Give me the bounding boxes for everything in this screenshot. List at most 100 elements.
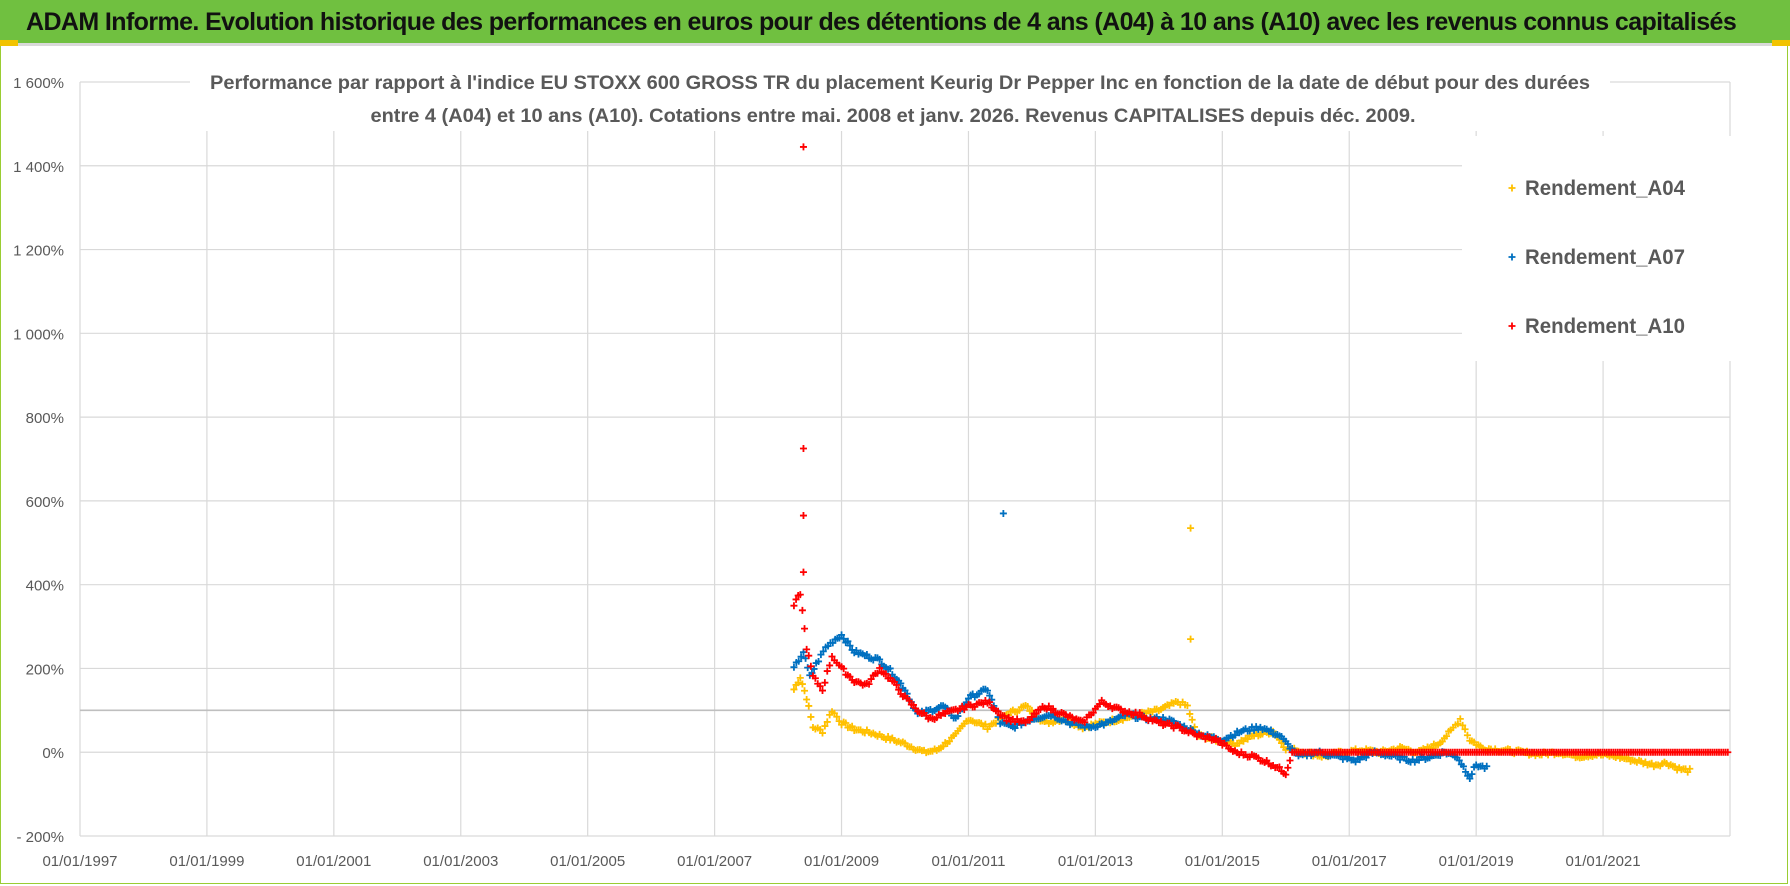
legend-background [1462, 136, 1732, 361]
data-point [846, 642, 854, 650]
legend-label: Rendement_A07 [1525, 246, 1685, 269]
data-point [1000, 712, 1008, 720]
data-point [819, 647, 827, 655]
data-point [803, 645, 811, 653]
x-tick-label: 01/01/2005 [550, 853, 625, 870]
outlier-point [799, 512, 807, 520]
data-point [1045, 702, 1053, 710]
data-point [842, 719, 850, 727]
data-point [1459, 762, 1467, 770]
chart-title-background [190, 63, 1610, 131]
data-point [1686, 765, 1694, 773]
data-point [798, 680, 806, 688]
data-point [805, 702, 813, 710]
data-point [1454, 720, 1462, 728]
data-point [795, 657, 803, 665]
outlier-point [999, 509, 1007, 517]
data-point [1461, 725, 1469, 733]
data-point [863, 650, 871, 658]
data-point [823, 667, 831, 675]
data-point [1284, 764, 1292, 772]
x-tick-label: 01/01/2015 [1185, 853, 1260, 870]
legend-marker [1508, 322, 1516, 330]
data-point [821, 722, 829, 730]
x-tick-label: 01/01/1999 [169, 853, 244, 870]
data-point [821, 679, 829, 687]
data-point [840, 635, 848, 643]
x-tick-label: 01/01/2009 [804, 853, 879, 870]
data-point [1117, 705, 1125, 713]
series-Rendement_A10 [790, 143, 1732, 779]
y-tick-label: 1 400% [13, 159, 64, 176]
y-tick-label: - 200% [16, 829, 64, 846]
data-point [1352, 758, 1360, 766]
data-point [1216, 737, 1224, 745]
data-point [876, 655, 884, 663]
data-point [1136, 709, 1144, 717]
data-point [838, 631, 846, 639]
data-point [1282, 771, 1290, 779]
x-tick-label: 01/01/1997 [42, 853, 117, 870]
y-axis-ticks: - 200% 0% 200% 400% 600% 800% 1 000% 1 200% 1 40… [13, 75, 64, 846]
data-point [790, 663, 798, 671]
data-point [1186, 710, 1194, 718]
data-point [1455, 756, 1463, 764]
data-point [1096, 700, 1104, 708]
data-point [833, 713, 841, 721]
data-point [1049, 705, 1057, 713]
data-point [1231, 731, 1239, 739]
series-Rendement_A04 [790, 524, 1694, 776]
data-point [984, 687, 991, 695]
outlier-point [799, 445, 807, 453]
data-point [1456, 715, 1464, 723]
data-point [981, 720, 989, 728]
chart-title-group: Performance par rapport à l'indice EU ST… [190, 63, 1610, 131]
data-point [1089, 709, 1097, 717]
outlier-point [1187, 524, 1195, 532]
page-title: ADAM Informe. Evolution historique des p… [26, 8, 1737, 36]
data-point [893, 681, 901, 689]
data-point [807, 713, 815, 721]
data-point [801, 625, 809, 633]
data-point [1267, 726, 1275, 734]
y-tick-label: 800% [26, 410, 64, 427]
data-point [884, 732, 892, 740]
x-tick-label: 01/01/2019 [1439, 853, 1514, 870]
data-point [1459, 721, 1467, 729]
x-tick-label: 01/01/2021 [1566, 853, 1641, 870]
legend-label: Rendement_A04 [1525, 177, 1685, 200]
data-point [1286, 757, 1294, 765]
data-point [945, 737, 953, 745]
data-point [1724, 748, 1732, 756]
x-tick-label: 01/01/2007 [677, 853, 752, 870]
data-point [1443, 732, 1451, 740]
y-tick-label: 1 600% [13, 75, 64, 92]
data-point [796, 674, 804, 682]
data-point [897, 679, 905, 687]
data-point [840, 665, 848, 673]
y-tick-label: 0% [42, 745, 64, 762]
legend: Rendement_A04 Rendement_A07 Rendement_A10 [1462, 136, 1732, 361]
data-point [797, 653, 805, 661]
data-point [815, 657, 823, 665]
x-tick-label: 01/01/2017 [1312, 853, 1387, 870]
data-point [1024, 702, 1032, 710]
corner-accent-left [0, 40, 18, 46]
data-point [986, 698, 994, 706]
outlier-point [1187, 635, 1195, 643]
corner-accent-right [1772, 40, 1790, 46]
data-point [1463, 731, 1471, 739]
y-tick-label: 1 200% [13, 243, 64, 260]
data-point [1284, 740, 1292, 748]
data-point [828, 653, 836, 661]
data-point [819, 729, 826, 737]
data-point [867, 675, 875, 683]
data-point [829, 639, 837, 647]
chart-title-line1: Performance par rapport à l'indice EU ST… [210, 72, 1590, 94]
data-point [796, 591, 804, 599]
data-point [811, 674, 819, 682]
data-point [819, 687, 826, 695]
x-tick-label: 01/01/2001 [296, 853, 371, 870]
x-tick-label: 01/01/2013 [1058, 853, 1133, 870]
